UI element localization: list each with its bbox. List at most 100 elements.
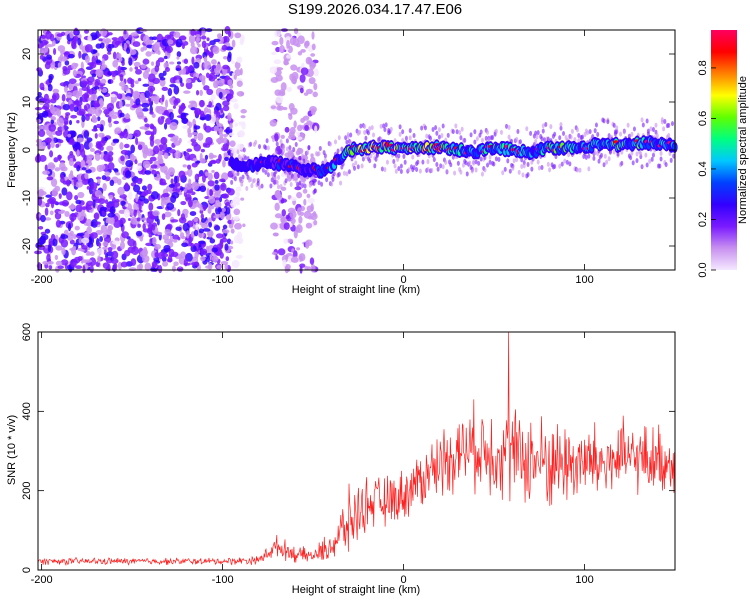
spectrogram-halo-cell [620,160,624,166]
spectrogram-noise-cell [89,148,95,153]
spectrogram-noise-cell [235,186,242,192]
spectrogram-halo-cell [516,128,520,134]
spectrogram-halo-cell [586,130,590,136]
spectrogram-noise-cell [44,137,53,144]
spectrogram-noise-cell [52,238,58,247]
spectrogram-halo-cell [236,149,240,155]
spectrogram-noise-cell [209,40,216,46]
spectrogram-noise-cell [211,65,217,69]
spectrogram-noise-cell [280,173,286,177]
spectrogram-halo-cell [615,125,619,131]
spectrogram-noise-cell [130,258,137,266]
spectrogram-noise-cell [85,218,92,227]
spectrogram-noise-cell [102,241,109,247]
spectrogram-noise-cell [74,194,79,201]
spectrogram-noise-cell [106,145,114,152]
spectrogram-halo-cell [436,166,440,172]
spectrogram-noise-cell [280,82,287,91]
spectrogram-noise-cell [197,132,204,141]
spectrogram-halo-cell [488,154,492,160]
spectrogram-halo-cell [282,144,286,150]
spectrogram-noise-cell [40,233,49,241]
spectrogram-noise-cell [136,217,141,222]
spectrogram-halo-cell [279,184,283,190]
spectrogram-noise-cell [161,86,169,91]
spectrogram-noise-cell [222,100,230,107]
spectrogram-halo-cell [446,132,450,138]
spectrogram-noise-cell [52,48,57,55]
spectrogram-noise-cell [298,155,302,161]
spectrogram-noise-cell [39,47,47,55]
spectrogram-noise-cell [270,222,278,230]
spectrogram-noise-cell [99,164,106,171]
spectrogram-noise-cell [200,213,204,220]
spectrogram-noise-cell [142,107,149,112]
spectrogram-noise-cell [167,167,175,176]
spectrogram-halo-cell [607,133,611,139]
spectrogram-noise-cell [219,211,225,220]
spectrogram-noise-cell [183,58,189,65]
spectrogram-noise-cell [275,255,279,260]
spectrogram-noise-cell [173,261,179,267]
spectrogram-noise-cell [62,68,71,75]
spectrogram-halo-cell [385,159,389,165]
spectrogram-noise-cell [227,79,233,86]
spectrogram-noise-cell [133,209,137,218]
spectrogram-noise-cell [82,265,86,274]
spectrogram-halo-cell [664,162,668,168]
spectrogram-noise-cell [189,211,197,217]
spectrogram-noise-cell [71,130,76,138]
spectrogram-halo-cell [520,163,524,169]
spectrogram-halo-cell [453,170,457,176]
spectrogram-noise-cell [308,77,316,85]
spectrogram-noise-cell [142,223,146,230]
spectrogram-noise-cell [284,152,291,158]
spectrogram-noise-cell [77,37,82,46]
spectrogram-noise-cell [182,164,187,168]
spectrogram-noise-cell [69,30,74,39]
spectrogram-halo-cell [472,159,476,165]
spectrogram-halo-cell [397,153,401,159]
spectrogram-noise-cell [159,77,166,81]
spectrogram-noise-cell [271,51,277,55]
spectrogram-noise-cell [63,123,67,130]
spectrogram-noise-cell [90,93,98,101]
spectrogram-noise-cell [60,31,66,37]
spectrogram-noise-cell [276,105,284,111]
spectrogram-noise-cell [283,61,290,66]
spectrogram-halo-cell [662,126,666,132]
spectrogram-halo-cell [317,180,321,186]
spectrogram-halo-cell [425,133,429,139]
spectrogram-halo-cell [285,138,289,144]
spectrogram-halo-cell [359,123,363,129]
spectrogram-noise-cell [158,158,164,165]
spectrogram-noise-cell [193,217,199,223]
spectrogram-noise-cell [55,260,63,266]
spectrogram-halo-cell [544,121,548,127]
spectrogram-halo-cell [480,137,484,143]
spectrogram-halo-cell [301,183,305,189]
spectrogram-halo-cell [364,135,368,141]
spectrogram-halo-cell [279,139,283,145]
spectrogram-halo-cell [543,137,547,143]
spectrogram-noise-cell [146,151,151,155]
spectrogram-noise-cell [188,199,193,208]
spectrogram-noise-cell [162,261,169,267]
spectrogram-noise-cell [96,68,104,78]
spectrogram-noise-cell [228,132,235,137]
spectrogram-y-ticks: -20 -10 0 10 20 [21,48,675,254]
spectrogram-halo-cell [296,182,300,188]
spectrogram-halo-cell [460,126,464,132]
spectrogram-noise-cell [46,44,54,48]
spectrogram-noise-cell [161,199,165,208]
spectrogram-noise-cell [172,239,178,243]
spectrogram-halo-cell [530,166,534,172]
spectrogram-halo-cell [320,181,324,187]
spectrogram-halo-cell [431,127,435,133]
spectrogram-noise-cell [60,177,65,183]
spectrogram-noise-cell [100,224,108,234]
spectrogram-noise-cell [201,35,207,40]
spectrogram-noise-cell [153,145,160,155]
spectrogram-halo-cell [379,123,383,129]
spectrogram-noise-cell [273,232,279,237]
